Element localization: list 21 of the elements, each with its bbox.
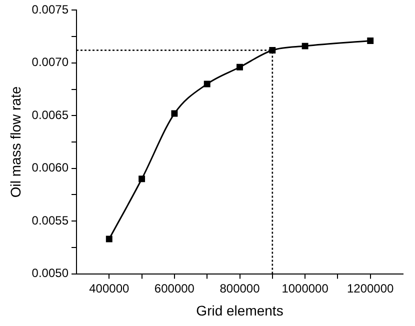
y-axis-title: Oil mass flow rate: [7, 86, 24, 198]
x-axis-title: Grid elements: [196, 302, 284, 318]
y-tick-label: 0.0060: [32, 160, 69, 175]
point: [269, 47, 276, 54]
point: [106, 236, 112, 242]
point: [302, 42, 308, 50]
y-tick-label: 0.0055: [32, 213, 69, 228]
point: [236, 64, 243, 70]
y-tick-label: 0.0075: [32, 2, 69, 17]
point: [138, 176, 146, 182]
y-tick-label: 0.0050: [32, 266, 69, 280]
x-tick-label: 400000: [89, 281, 130, 296]
x-tick-label: 800000: [220, 281, 260, 296]
point: [367, 38, 374, 44]
x-tick-label: 600000: [154, 281, 195, 296]
y-tick-label: 0.0065: [32, 108, 69, 122]
point: [204, 80, 210, 88]
x-tick-label: 1000000: [282, 281, 329, 296]
y-tick-label: 0.0070: [32, 55, 69, 70]
point: [171, 110, 178, 117]
x-tick-label: 1200000: [346, 281, 394, 296]
